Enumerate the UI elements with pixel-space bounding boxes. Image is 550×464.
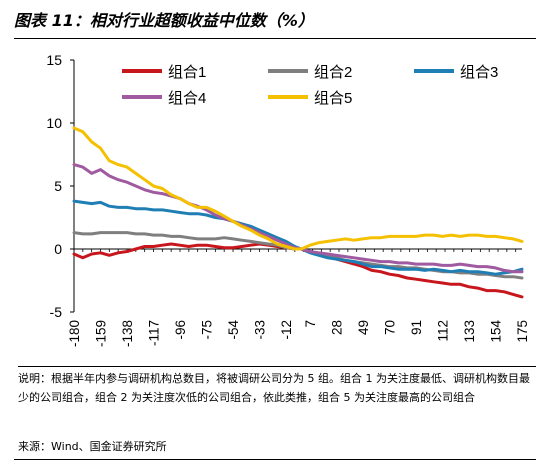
legend-label-5: 组合5: [314, 90, 352, 107]
x-tick-label: -180: [67, 320, 82, 347]
x-tick-label: 28: [329, 320, 344, 335]
x-tick-label: -33: [253, 320, 268, 340]
x-tick-label: 49: [356, 320, 371, 335]
line-chart: -5 0 5 10 15 -180 -159 -138 -117 -96 -75 -54 -33 -12 7…: [46, 52, 530, 347]
legend-label-4: 组合4: [168, 90, 206, 107]
figure-note: 说明：根据半年内参与调研机构总数目，将被调研公司分为 5 组。组合 1 为关注度…: [18, 366, 536, 407]
y-tick-label: 5: [54, 178, 62, 194]
x-tick-label: -75: [200, 320, 215, 340]
legend-label-2: 组合2: [314, 64, 352, 81]
legend-label-3: 组合3: [460, 64, 498, 81]
x-tick-label: 154: [488, 320, 503, 343]
chart-series: [72, 126, 524, 299]
x-tick-label: 112: [435, 320, 450, 342]
x-tick-label: 175: [515, 320, 530, 343]
x-tick-label: 133: [462, 320, 477, 343]
figure-title: 图表 11：相对行业超额收益中位数（%）: [14, 4, 536, 39]
y-tick-label: 15: [46, 52, 62, 68]
x-tick-label: -12: [279, 320, 294, 340]
figure-source: 来源：Wind、国金证券研究所: [18, 440, 167, 453]
y-tick-label: 10: [46, 115, 62, 131]
x-tick-label: -117: [147, 320, 162, 346]
legend-label-1: 组合1: [168, 64, 206, 81]
x-tick-label: -96: [173, 320, 188, 340]
chart-axes: -5 0 5 10 15 -180 -159 -138 -117 -96 -75 -54 -33 -12 7…: [46, 52, 530, 347]
x-tick-label: 70: [382, 320, 397, 335]
x-tick-label: 7: [303, 320, 318, 328]
chart-legend: 组合1 组合2 组合3 组合4 组合5: [122, 64, 498, 107]
x-tick-label: -159: [94, 320, 109, 347]
y-tick-label: -5: [50, 304, 63, 320]
series-line-5: [72, 126, 524, 251]
series-line-4: [72, 163, 524, 274]
series-line-3: [72, 199, 524, 276]
x-tick-label: -54: [226, 320, 241, 340]
x-tick-label: -138: [120, 320, 135, 347]
x-tick-label: 91: [409, 320, 424, 335]
y-tick-label: 0: [54, 241, 62, 257]
bottom-divider: [14, 459, 536, 460]
